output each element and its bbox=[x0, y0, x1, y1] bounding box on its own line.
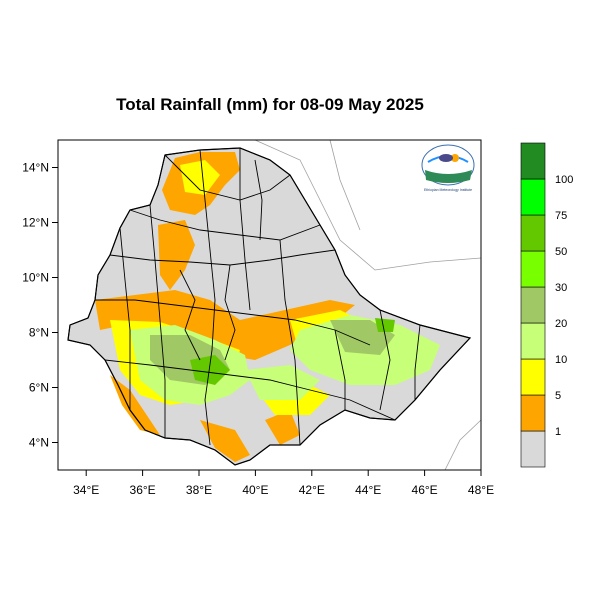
legend-swatch bbox=[520, 142, 546, 180]
legend-label: 5 bbox=[555, 390, 561, 402]
y-tick-label: 6°N bbox=[29, 381, 49, 395]
map-frame bbox=[57, 139, 482, 471]
y-tick-label: 14°N bbox=[22, 161, 49, 175]
legend-label: 1 bbox=[555, 426, 561, 438]
y-tick-label: 10°N bbox=[22, 271, 49, 285]
x-tick-label: 46°E bbox=[412, 483, 438, 497]
x-tick-label: 34°E bbox=[73, 483, 99, 497]
ethiopia-outline bbox=[67, 147, 472, 466]
legend-swatch bbox=[520, 178, 546, 216]
logo-text: Ethiopian Meteorology Institute bbox=[424, 188, 472, 192]
y-tick-label: 8°N bbox=[29, 326, 49, 340]
rainfall-zone-50-75 bbox=[190, 318, 395, 385]
legend-swatch bbox=[520, 430, 546, 468]
legend-label: 50 bbox=[555, 246, 567, 258]
y-axis: 14°N 12°N 10°N 8°N 6°N 4°N bbox=[22, 161, 58, 450]
admin-boundaries bbox=[95, 148, 421, 446]
y-tick-label: 12°N bbox=[22, 216, 49, 230]
x-axis: 34°E 36°E 38°E 40°E 42°E 44°E 46°E 48°E bbox=[73, 470, 494, 497]
x-tick-label: 36°E bbox=[130, 483, 156, 497]
legend-swatch bbox=[520, 394, 546, 432]
legend-label: 75 bbox=[555, 210, 567, 222]
legend-label: 100 bbox=[555, 174, 573, 186]
legend-swatch bbox=[520, 286, 546, 324]
x-tick-label: 48°E bbox=[468, 483, 494, 497]
x-tick-label: 44°E bbox=[355, 483, 381, 497]
neighbor-borders bbox=[254, 139, 482, 471]
legend-swatch bbox=[520, 214, 546, 252]
x-tick-label: 42°E bbox=[299, 483, 325, 497]
ethiopian-meteorology-institute-logo: Ethiopian Meteorology Institute bbox=[421, 144, 475, 192]
legend-label: 10 bbox=[555, 354, 567, 366]
x-tick-label: 40°E bbox=[242, 483, 268, 497]
y-tick-label: 4°N bbox=[29, 436, 49, 450]
legend-label: 20 bbox=[555, 318, 567, 330]
legend-swatch bbox=[520, 322, 546, 360]
rainfall-legend: 1 5 10 20 30 50 75 100 bbox=[520, 142, 573, 468]
legend-swatch bbox=[520, 358, 546, 396]
map-title: Total Rainfall (mm) for 08-09 May 2025 bbox=[116, 95, 424, 114]
x-tick-label: 38°E bbox=[186, 483, 212, 497]
legend-label: 30 bbox=[555, 282, 567, 294]
legend-swatch bbox=[520, 250, 546, 288]
